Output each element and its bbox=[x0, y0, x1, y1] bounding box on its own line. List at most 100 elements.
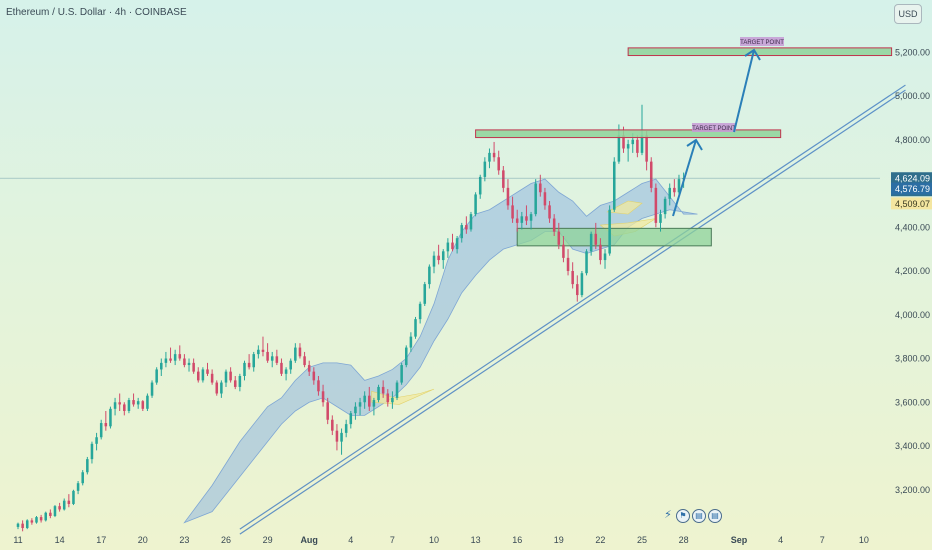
candle-body-78 bbox=[377, 386, 380, 401]
candle-body-51 bbox=[252, 354, 256, 368]
x-tick-label: 19 bbox=[554, 535, 564, 545]
candle-body-120 bbox=[571, 271, 574, 285]
x-tick-label: 10 bbox=[859, 535, 869, 545]
price-label-2: 4,576.79 bbox=[895, 184, 930, 194]
candle-body-127 bbox=[603, 253, 607, 261]
y-tick-label: 3,200.00 bbox=[895, 485, 930, 495]
candle-body-30 bbox=[155, 369, 158, 383]
candle-body-11 bbox=[67, 500, 71, 504]
flag-icon[interactable]: ⚑ bbox=[676, 509, 690, 523]
x-tick-label: 4 bbox=[348, 535, 353, 545]
x-tick-label: 7 bbox=[820, 535, 825, 545]
target-label-bg-0 bbox=[740, 37, 784, 46]
candle-body-91 bbox=[437, 255, 440, 261]
candle-body-90 bbox=[432, 255, 436, 267]
candle-body-82 bbox=[395, 382, 399, 398]
candle-body-61 bbox=[298, 347, 302, 357]
x-tick-label: 14 bbox=[55, 535, 65, 545]
candle-body-47 bbox=[233, 380, 237, 387]
lightning-icon[interactable]: ⚡ bbox=[664, 508, 672, 521]
cloud-yellow-2 bbox=[606, 200, 643, 215]
currency-button[interactable]: USD bbox=[894, 4, 922, 24]
candle-body-125 bbox=[594, 233, 598, 245]
candle-body-138 bbox=[654, 187, 658, 223]
candle-body-37 bbox=[187, 362, 191, 366]
candle-body-94 bbox=[451, 242, 454, 250]
candle-body-50 bbox=[247, 362, 251, 368]
candle-body-103 bbox=[492, 152, 496, 158]
candle-body-49 bbox=[243, 362, 246, 376]
price-label-bg-3 bbox=[891, 197, 932, 210]
y-tick-label: 5,000.00 bbox=[895, 91, 930, 101]
candle-body-93 bbox=[446, 242, 450, 252]
candle-body-35 bbox=[178, 354, 182, 359]
candle-body-53 bbox=[261, 349, 265, 352]
candle-body-0 bbox=[16, 523, 20, 527]
candle-body-26 bbox=[136, 401, 140, 405]
candle-body-116 bbox=[552, 218, 556, 232]
candle-body-63 bbox=[307, 365, 311, 372]
candle-body-22 bbox=[118, 402, 121, 405]
candle-body-107 bbox=[511, 205, 514, 219]
candle-body-115 bbox=[548, 205, 551, 219]
y-tick-label: 4,000.00 bbox=[895, 310, 930, 320]
target-label-0: TARGET POINT bbox=[740, 40, 784, 46]
candle-body-48 bbox=[238, 376, 242, 387]
candle-body-65 bbox=[317, 380, 320, 392]
candle-body-97 bbox=[465, 225, 468, 230]
candle-body-23 bbox=[123, 404, 126, 411]
candle-body-77 bbox=[372, 400, 376, 407]
candle-body-68 bbox=[331, 419, 334, 431]
candle-body-43 bbox=[215, 382, 219, 394]
x-tick-label: 7 bbox=[390, 535, 395, 545]
calendar-icon[interactable]: ▤ bbox=[692, 509, 706, 523]
candle-body-74 bbox=[358, 402, 362, 407]
candle-body-1 bbox=[21, 523, 24, 529]
candle-body-128 bbox=[608, 209, 611, 254]
candle-body-5 bbox=[39, 517, 43, 521]
candle-body-140 bbox=[663, 198, 667, 215]
candle-body-70 bbox=[340, 432, 343, 442]
candle-body-117 bbox=[557, 231, 561, 245]
y-tick-label: 3,800.00 bbox=[895, 354, 930, 364]
candle-body-119 bbox=[566, 257, 570, 271]
candle-body-39 bbox=[196, 371, 200, 381]
target-label-bg-1 bbox=[692, 123, 736, 132]
candle-body-73 bbox=[354, 406, 357, 414]
candle-body-38 bbox=[192, 362, 195, 372]
price-label-bg-0 bbox=[891, 172, 932, 185]
y-tick-label: 4,800.00 bbox=[895, 135, 930, 145]
candle-body-40 bbox=[201, 369, 205, 381]
candle-body-46 bbox=[229, 371, 232, 381]
candle-body-28 bbox=[146, 395, 149, 409]
candle-body-57 bbox=[280, 362, 283, 374]
x-tick-label: 17 bbox=[96, 535, 106, 545]
x-tick-label: 4 bbox=[778, 535, 783, 545]
candle-body-96 bbox=[460, 225, 464, 239]
candle-body-72 bbox=[349, 413, 353, 425]
candle-body-56 bbox=[275, 356, 279, 363]
candle-body-16 bbox=[90, 443, 94, 460]
candle-body-139 bbox=[659, 214, 662, 223]
candle-body-129 bbox=[612, 161, 616, 210]
candle-body-34 bbox=[173, 354, 177, 361]
candle-body-134 bbox=[636, 139, 639, 153]
candle-body-76 bbox=[368, 395, 371, 407]
candle-body-62 bbox=[303, 356, 306, 366]
candle-body-142 bbox=[673, 187, 676, 193]
candle-body-98 bbox=[469, 214, 473, 230]
event-icons: ⚡ ⚑ ▤ ▤ bbox=[662, 509, 722, 523]
x-tick-label: 26 bbox=[221, 535, 231, 545]
price-label-3: 4,509.07 bbox=[895, 199, 930, 209]
candle-body-71 bbox=[344, 424, 348, 433]
candle-body-59 bbox=[289, 360, 292, 370]
candle-body-114 bbox=[543, 192, 547, 206]
news-icon[interactable]: ▤ bbox=[708, 509, 722, 523]
candle-body-13 bbox=[76, 483, 80, 491]
target-zone-1 bbox=[475, 129, 782, 139]
candle-body-106 bbox=[506, 187, 510, 206]
candle-body-105 bbox=[502, 170, 505, 188]
x-tick-label: Aug bbox=[300, 535, 318, 545]
